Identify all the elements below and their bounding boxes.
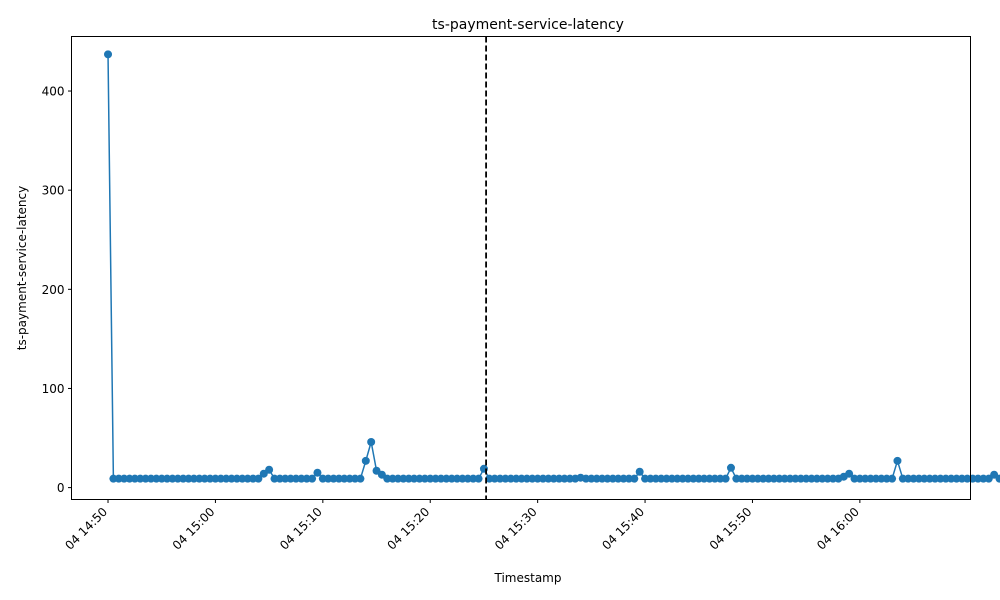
data-point xyxy=(630,474,639,483)
y-tick-label: 300 xyxy=(42,184,65,198)
chart-title: ts-payment-service-latency xyxy=(432,17,624,33)
data-point xyxy=(845,469,854,478)
y-tick-label: 0 xyxy=(57,481,65,495)
data-point xyxy=(893,456,902,465)
data-point xyxy=(726,463,735,472)
data-point xyxy=(474,474,483,483)
axes-frame xyxy=(71,36,971,500)
y-tick-label: 400 xyxy=(42,85,65,99)
data-point xyxy=(995,474,1000,483)
y-axis-label: ts-payment-service-latency xyxy=(15,186,29,350)
data-point xyxy=(104,50,113,59)
data-point xyxy=(361,456,370,465)
data-point xyxy=(635,467,644,476)
data-point xyxy=(313,468,322,477)
data-point xyxy=(721,474,730,483)
data-point xyxy=(367,438,376,446)
data-point xyxy=(254,474,263,483)
data-point xyxy=(356,474,365,483)
x-axis-label: Timestamp xyxy=(494,571,562,585)
y-tick-label: 100 xyxy=(42,382,65,396)
y-tick-label: 200 xyxy=(42,283,65,297)
plot-area xyxy=(104,36,1000,500)
data-point xyxy=(265,465,274,474)
data-point xyxy=(308,474,317,483)
data-point xyxy=(888,474,897,483)
